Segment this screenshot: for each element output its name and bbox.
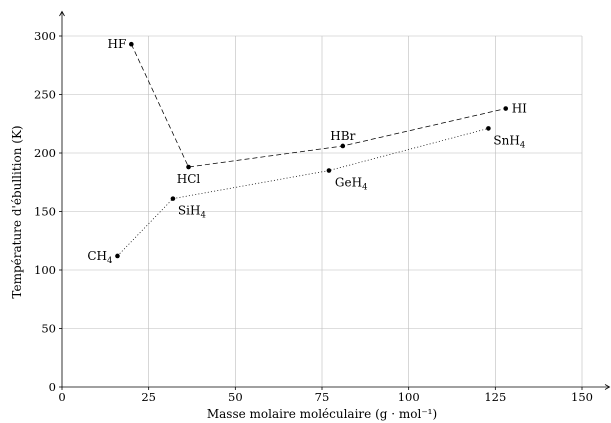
point-label: CH4 bbox=[87, 249, 112, 266]
y-axis-label: Température d'ébullition (K) bbox=[10, 125, 24, 298]
point-label: SiH4 bbox=[178, 204, 206, 221]
axes bbox=[59, 10, 611, 390]
y-tick-label: 0 bbox=[49, 380, 56, 394]
x-tick-label: 150 bbox=[571, 390, 593, 404]
data-point-hcl bbox=[186, 164, 191, 170]
y-tick-label: 50 bbox=[41, 322, 56, 336]
series-line-dotted bbox=[117, 128, 489, 257]
x-axis-label: Masse molaire moléculaire (g · mol⁻¹) bbox=[207, 407, 437, 421]
data-points bbox=[115, 41, 509, 259]
y-tick-label: 150 bbox=[34, 205, 56, 219]
data-point-geh4 bbox=[326, 168, 332, 173]
x-tick-label: 100 bbox=[398, 390, 420, 404]
data-point-hi bbox=[503, 106, 509, 111]
y-axis-arrow bbox=[59, 10, 65, 17]
point-label: SnH4 bbox=[493, 133, 525, 150]
data-point-hf bbox=[129, 41, 134, 47]
point-label: GeH4 bbox=[335, 176, 368, 193]
x-tick-label: 125 bbox=[484, 390, 506, 404]
data-point-sih4 bbox=[170, 196, 176, 201]
series-line-dashed bbox=[130, 44, 506, 168]
grid bbox=[62, 35, 583, 387]
tick-labels: 0 25 50 75 100 125 150 0 50 100 150 200 250 300 bbox=[34, 29, 593, 404]
x-axis-arrow bbox=[604, 384, 611, 390]
point-label: HBr bbox=[330, 129, 355, 143]
data-point-hbr bbox=[340, 143, 346, 149]
x-tick-label: 75 bbox=[315, 390, 330, 404]
series-lines bbox=[117, 44, 506, 257]
data-point-ch4 bbox=[115, 253, 120, 259]
point-labels: HF HCl HBr HI CH4 SiH4 GeH4 SnH4 bbox=[87, 37, 527, 266]
point-label: HF bbox=[108, 37, 127, 51]
x-tick-label: 25 bbox=[141, 390, 156, 404]
data-point-snh4 bbox=[486, 126, 491, 131]
x-tick-label: 0 bbox=[58, 390, 65, 404]
y-tick-label: 300 bbox=[34, 29, 56, 43]
y-tick-label: 100 bbox=[34, 263, 56, 277]
x-tick-label: 50 bbox=[228, 390, 243, 404]
y-tick-label: 200 bbox=[34, 146, 56, 160]
point-label: HCl bbox=[177, 172, 201, 186]
y-tick-label: 250 bbox=[34, 88, 56, 102]
point-label: HI bbox=[512, 102, 527, 116]
